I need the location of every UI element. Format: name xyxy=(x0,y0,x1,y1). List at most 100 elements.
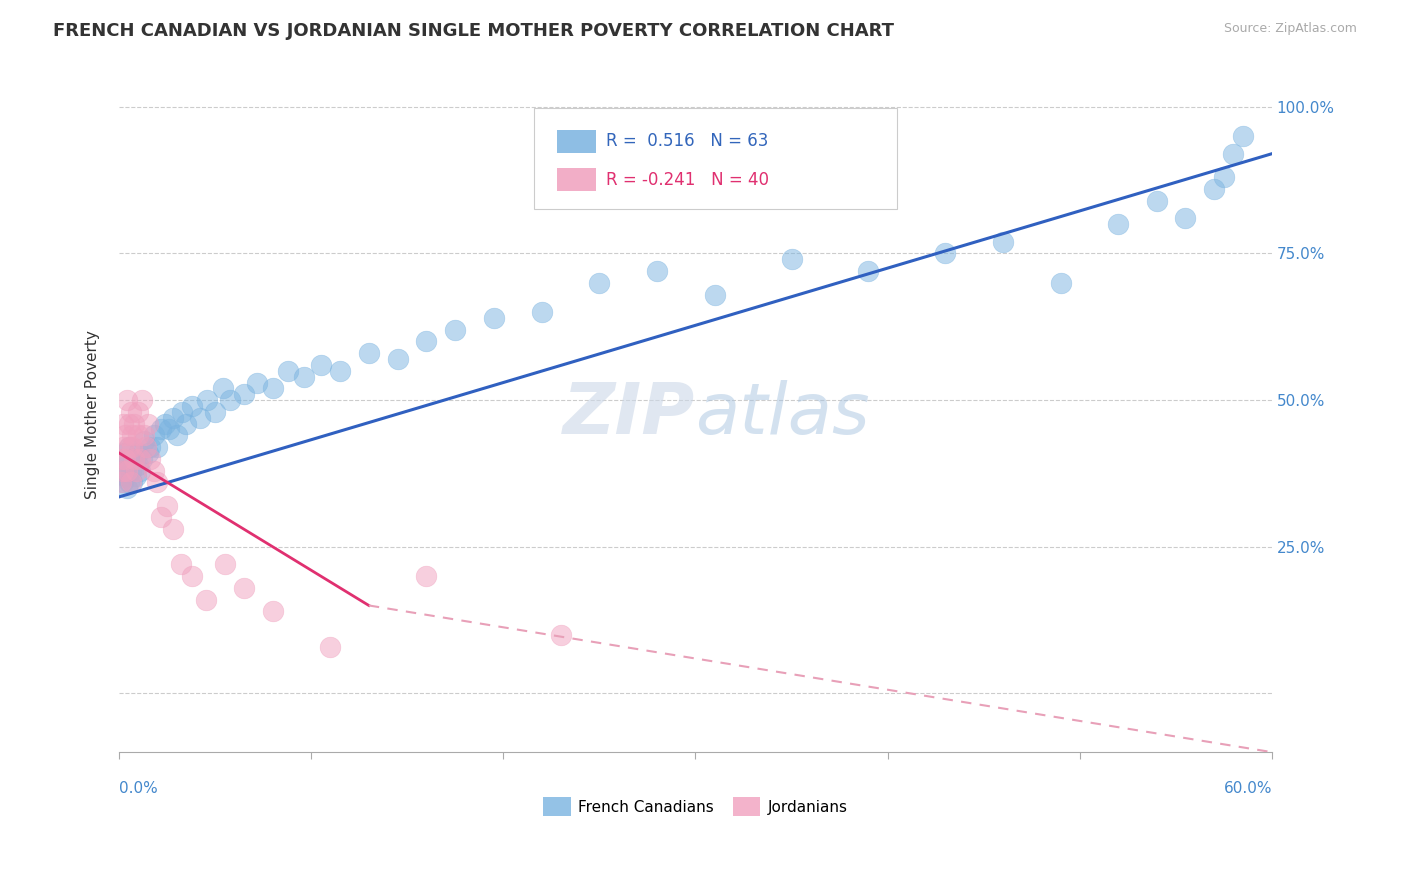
Point xyxy=(858,264,880,278)
Point xyxy=(162,522,184,536)
Point xyxy=(118,440,141,454)
Point xyxy=(1222,146,1244,161)
Point xyxy=(153,417,176,431)
Point xyxy=(114,446,136,460)
Point xyxy=(319,640,342,654)
Point xyxy=(146,440,169,454)
Point xyxy=(1049,276,1071,290)
Point xyxy=(115,458,138,472)
Point xyxy=(1146,194,1168,208)
Point xyxy=(262,381,284,395)
Point xyxy=(111,440,134,454)
Point xyxy=(131,451,153,466)
Point xyxy=(172,405,194,419)
Point xyxy=(357,346,380,360)
Point xyxy=(120,475,142,490)
Point xyxy=(115,393,138,408)
Point xyxy=(233,387,256,401)
Point xyxy=(125,469,148,483)
Point xyxy=(181,569,204,583)
Point xyxy=(150,510,173,524)
Point xyxy=(124,451,146,466)
Point xyxy=(246,376,269,390)
Point xyxy=(129,463,152,477)
Point xyxy=(415,334,437,349)
Point xyxy=(1232,129,1254,144)
Point xyxy=(233,581,256,595)
Point xyxy=(118,417,141,431)
Point xyxy=(169,558,191,572)
Point xyxy=(588,276,610,290)
Point xyxy=(139,451,162,466)
Text: R =  0.516   N = 63: R = 0.516 N = 63 xyxy=(606,132,768,150)
Point xyxy=(111,463,134,477)
Text: 60.0%: 60.0% xyxy=(1223,781,1272,797)
Point xyxy=(111,451,134,466)
Point xyxy=(135,440,157,454)
Point xyxy=(1204,182,1226,196)
Point xyxy=(111,417,134,431)
Point xyxy=(139,440,162,454)
Point xyxy=(214,558,236,572)
Point xyxy=(146,475,169,490)
Point xyxy=(111,475,134,490)
Text: ZIP: ZIP xyxy=(564,380,696,450)
Point xyxy=(121,428,143,442)
Point xyxy=(1107,217,1129,231)
Point xyxy=(132,434,155,449)
Point xyxy=(115,481,138,495)
Point xyxy=(1174,211,1197,226)
Point xyxy=(645,264,668,278)
Point xyxy=(142,428,165,442)
Text: Source: ZipAtlas.com: Source: ZipAtlas.com xyxy=(1223,22,1357,36)
Point xyxy=(110,463,132,477)
Point xyxy=(110,475,132,490)
Point xyxy=(114,428,136,442)
Point xyxy=(415,569,437,583)
Point xyxy=(204,405,226,419)
Legend: French Canadians, Jordanians: French Canadians, Jordanians xyxy=(537,791,853,822)
Point xyxy=(114,469,136,483)
Point xyxy=(127,405,149,419)
Point xyxy=(1212,170,1234,185)
Point xyxy=(387,352,409,367)
Point xyxy=(121,475,143,490)
Point xyxy=(127,446,149,460)
Point xyxy=(110,451,132,466)
Point xyxy=(292,369,315,384)
Point xyxy=(125,463,148,477)
Point xyxy=(156,499,179,513)
Text: 0.0%: 0.0% xyxy=(120,781,157,797)
Point xyxy=(277,364,299,378)
Point xyxy=(115,463,138,477)
Point xyxy=(197,393,219,408)
Point xyxy=(121,440,143,454)
Point xyxy=(188,410,211,425)
Point xyxy=(262,604,284,618)
Point xyxy=(124,451,146,466)
Point xyxy=(444,323,467,337)
Point xyxy=(176,417,198,431)
FancyBboxPatch shape xyxy=(557,129,596,153)
Point xyxy=(181,399,204,413)
Point xyxy=(482,310,505,325)
FancyBboxPatch shape xyxy=(557,169,596,191)
Point xyxy=(127,458,149,472)
Point xyxy=(136,417,159,431)
Point xyxy=(934,246,956,260)
Point xyxy=(118,440,141,454)
Text: R = -0.241   N = 40: R = -0.241 N = 40 xyxy=(606,170,769,189)
Y-axis label: Single Mother Poverty: Single Mother Poverty xyxy=(86,330,100,500)
Point xyxy=(127,428,149,442)
Point xyxy=(309,358,332,372)
Text: FRENCH CANADIAN VS JORDANIAN SINGLE MOTHER POVERTY CORRELATION CHART: FRENCH CANADIAN VS JORDANIAN SINGLE MOTH… xyxy=(53,22,894,40)
Point xyxy=(132,428,155,442)
Point xyxy=(157,422,180,436)
Point xyxy=(194,592,217,607)
Point xyxy=(129,451,152,466)
Text: atlas: atlas xyxy=(696,380,870,450)
Point xyxy=(211,381,233,395)
Point xyxy=(142,463,165,477)
Point xyxy=(114,451,136,466)
Point xyxy=(136,446,159,460)
